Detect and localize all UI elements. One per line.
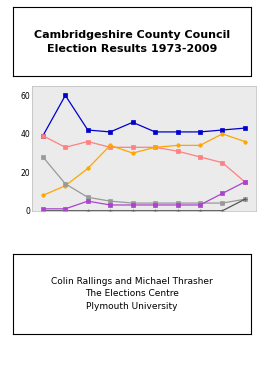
Text: Cambridgeshire County Council
Election Results 1973-2009: Cambridgeshire County Council Election R… [34,30,230,54]
Text: Colin Rallings and Michael Thrasher
The Elections Centre
Plymouth University: Colin Rallings and Michael Thrasher The … [51,277,213,311]
